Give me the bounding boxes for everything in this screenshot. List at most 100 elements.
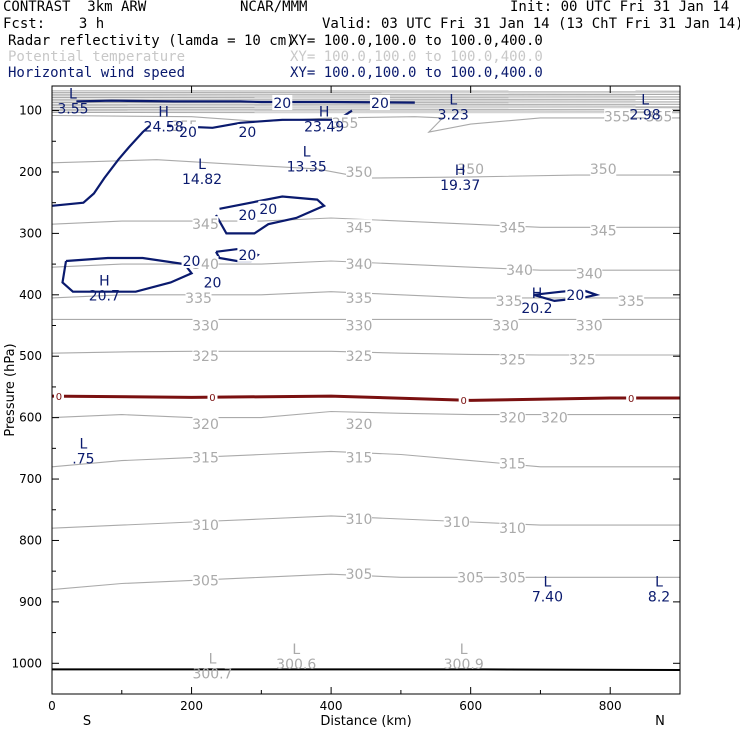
x-tick-label: 800: [599, 699, 622, 713]
x-end-label-north: N: [655, 714, 665, 729]
extremum-low-marker: L: [69, 86, 77, 102]
freezing-label: 0: [56, 392, 62, 403]
theta-label: 320: [541, 411, 568, 427]
extremum-value: 20.2: [521, 301, 552, 317]
field-name-wind: Horizontal wind speed: [8, 65, 186, 81]
y-tick-label: 500: [19, 349, 42, 363]
theta-label: 335: [496, 294, 523, 310]
freezing-label: 0: [628, 394, 634, 405]
theta-label: 320: [499, 411, 526, 427]
y-tick-label: 200: [19, 165, 42, 179]
theta-label: 355: [604, 110, 631, 126]
theta-label-bg: [604, 108, 631, 124]
extremum-low-marker: L: [544, 575, 552, 591]
theta-label-bg: [590, 222, 617, 238]
field-xy-reflectivity: XY= 100.0,100.0 to 100.0,400.0: [290, 33, 543, 49]
theta-label: 340: [506, 263, 533, 279]
extremum-low-marker: L: [303, 145, 311, 161]
x-tick-label: 0: [48, 699, 56, 713]
y-tick-label: 1000: [11, 656, 42, 670]
freezing-label: 0: [461, 396, 467, 407]
extremum-low-marker: L: [641, 92, 649, 108]
extremum-low-marker: L: [79, 436, 87, 452]
wind-contour-20: [215, 195, 327, 235]
theta-label-bg: [499, 569, 526, 585]
wind-label-bg: [181, 253, 202, 269]
wind-label-bg: [237, 206, 258, 222]
x-axis-label: Distance (km): [320, 714, 411, 729]
extremum-high-marker: H: [99, 274, 110, 290]
x-end-label-south: S: [83, 714, 91, 729]
extremum-low-marker: L: [460, 642, 468, 658]
wind-label-bg: [258, 200, 279, 216]
theta-label-bg: [499, 409, 526, 425]
extremum-value: 300.6: [276, 657, 316, 673]
surface-line: [52, 668, 681, 671]
theta-label: 310: [192, 518, 219, 534]
extremum-value: 13.35: [287, 160, 327, 176]
wind-contour-20: [51, 125, 151, 207]
wind-contour-20: [76, 99, 415, 104]
y-tick-label: 600: [19, 411, 42, 425]
theta-label-bg: [569, 351, 596, 367]
y-tick-label: 400: [19, 288, 42, 302]
theta-label: 310: [346, 512, 373, 528]
theta-label: 345: [499, 220, 526, 236]
extremum-value: 8.2: [648, 590, 670, 606]
theta-label: 350: [590, 162, 617, 178]
theta-label: 350: [457, 162, 484, 178]
wind-label-bg: [369, 95, 390, 111]
theta-label-bg: [646, 108, 673, 124]
extremum-value: 14.82: [182, 172, 222, 188]
y-tick-label: 700: [19, 472, 42, 486]
wind-contour-20: [61, 256, 194, 293]
extremum-value: 2.98: [630, 107, 661, 123]
theta-label: 315: [346, 451, 373, 467]
freezing-label-bg: [207, 391, 218, 404]
theta-label: 325: [499, 352, 526, 368]
theta-label: 345: [346, 220, 373, 236]
theta-label-bg: [499, 219, 526, 235]
freezing-label-bg: [458, 394, 469, 407]
extremum-value: 7.40: [532, 590, 563, 606]
wind-label: 20: [238, 125, 256, 141]
theta-label: 330: [192, 319, 219, 335]
freezing-line: [51, 394, 680, 402]
theta-label-bg: [346, 289, 373, 305]
field-xy-theta: XY= 100.0,100.0 to 100.0,400.0: [290, 49, 543, 65]
theta-label: 305: [457, 570, 484, 586]
theta-label-bg: [346, 566, 373, 582]
theta-label-bg: [457, 569, 484, 585]
theta-label: 320: [346, 417, 373, 433]
field-name-theta: Potential temperature: [8, 49, 186, 65]
model-title: CONTRAST 3km ARW: [3, 0, 147, 15]
wind-label-bg: [237, 124, 258, 140]
theta-label-bg: [576, 265, 603, 281]
theta-label: 310: [499, 521, 526, 537]
extremum-value: 23.49: [304, 120, 344, 136]
extremum-high-marker: H: [319, 105, 330, 121]
wind-label: 20: [183, 254, 201, 270]
wind-label-bg: [178, 124, 199, 140]
wind-label-bg: [237, 246, 258, 262]
wind-label: 20: [238, 248, 256, 264]
theta-label-bg: [457, 160, 484, 176]
theta-contour-320: [51, 410, 680, 419]
y-tick-label: 100: [19, 104, 42, 118]
theta-label-bg: [590, 160, 617, 176]
y-tick-label: 300: [19, 226, 42, 240]
theta-label-bg: [346, 219, 373, 235]
valid-time: Valid: 03 UTC Fri 31 Jan 14 (13 ChT Fri …: [322, 16, 740, 32]
theta-label: 315: [499, 457, 526, 473]
theta-label-bg: [576, 317, 603, 333]
wind-label: 20: [566, 288, 584, 304]
theta-label: 340: [576, 266, 603, 282]
wind-label: 20: [204, 276, 222, 292]
theta-label-bg: [496, 292, 523, 308]
theta-label-bg: [499, 520, 526, 536]
extremum-value: 20.7: [89, 289, 120, 305]
theta-label-bg: [499, 455, 526, 471]
theta-label-bg: [506, 262, 533, 278]
theta-label-bg: [192, 572, 219, 588]
